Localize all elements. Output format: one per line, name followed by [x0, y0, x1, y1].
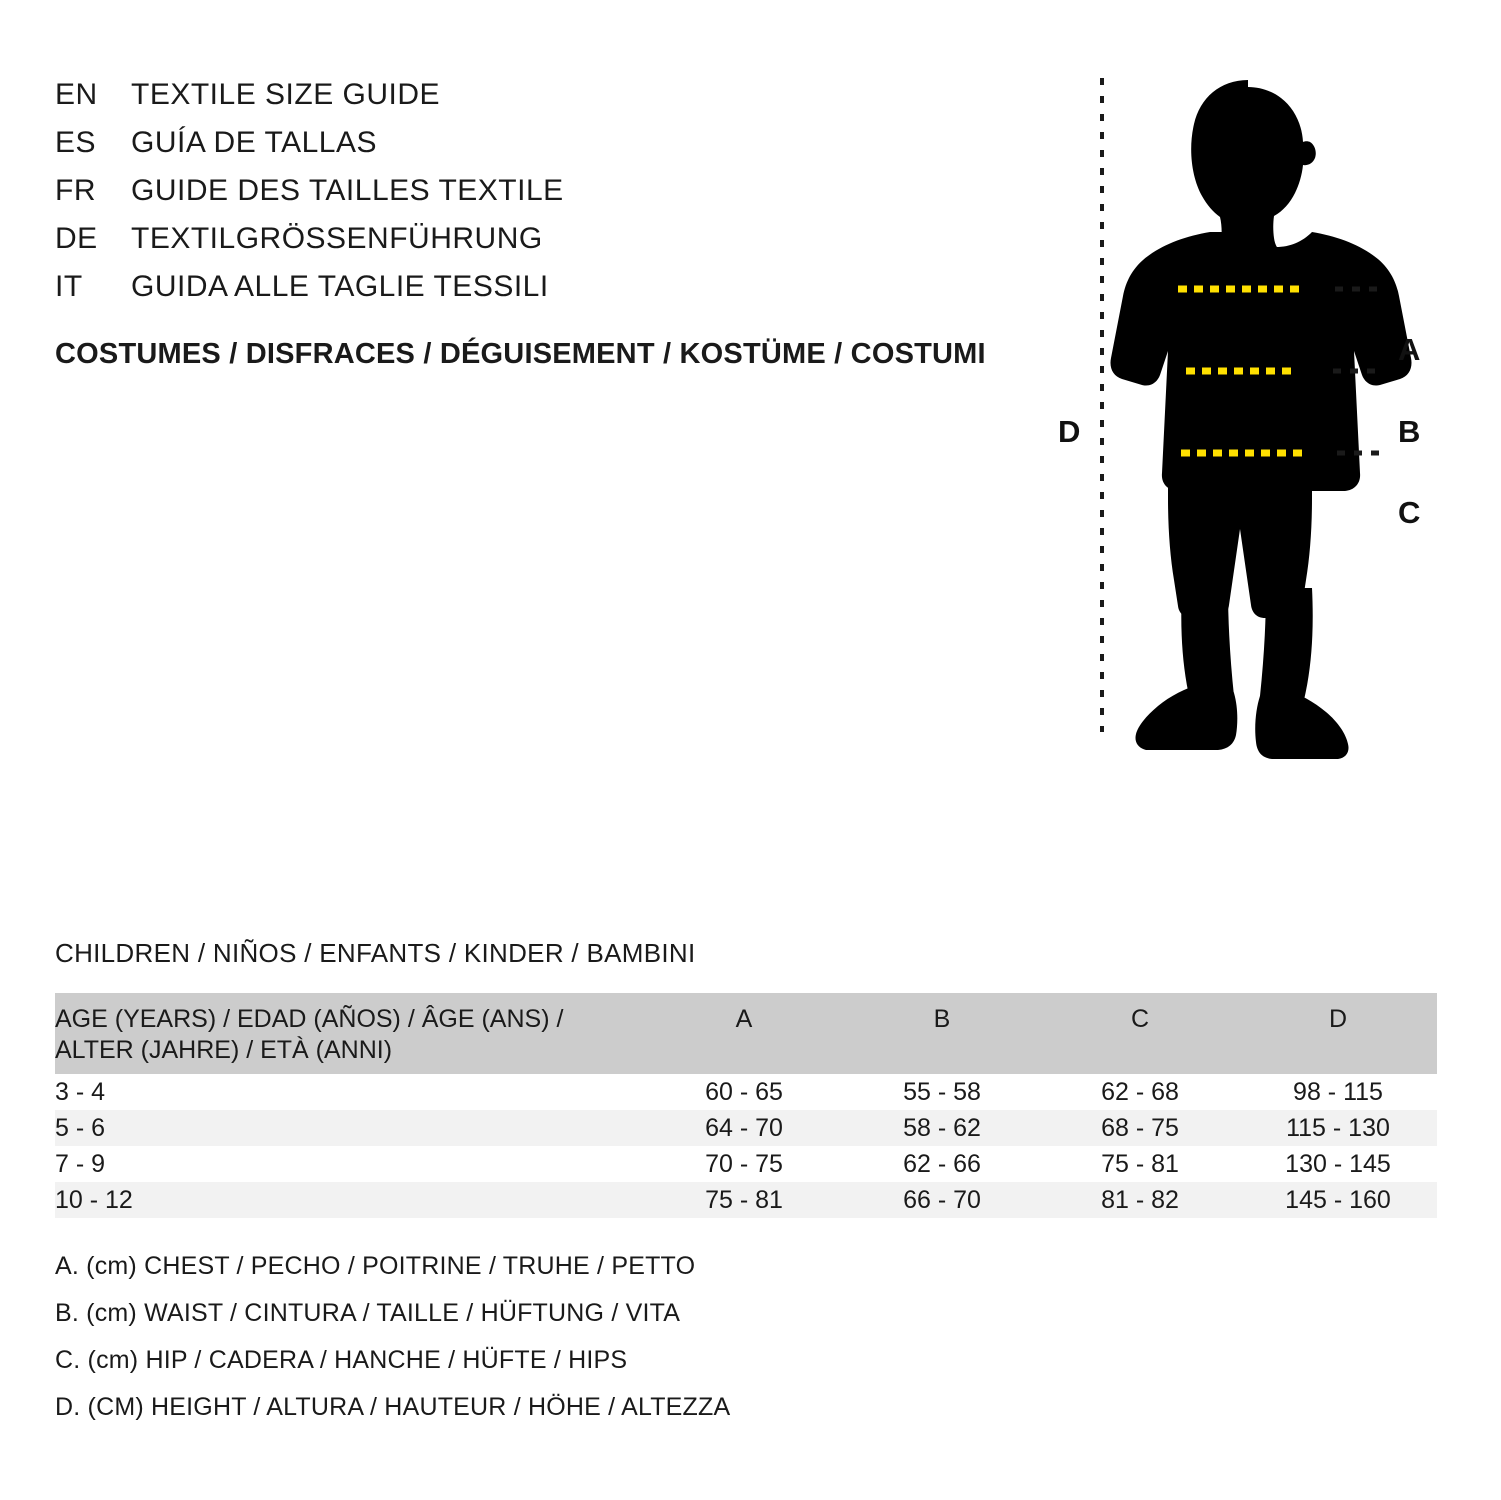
cell-height: 115 - 130 [1286, 1113, 1390, 1142]
table-row: 5 - 6 64 - 70 58 - 62 68 - 75 115 - 130 [55, 1110, 1437, 1146]
language-code-it: IT [55, 270, 83, 303]
column-header-b: B [933, 1005, 951, 1033]
measurement-label-a: A [1398, 332, 1421, 367]
cell-age: 3 - 4 [55, 1077, 106, 1106]
figure-shorts [1168, 460, 1312, 618]
figure-shoe-left [1135, 681, 1238, 750]
cell-waist: 66 - 70 [903, 1185, 981, 1214]
cell-hip: 81 - 82 [1101, 1185, 1179, 1214]
language-code-de: DE [55, 222, 98, 255]
cell-chest: 60 - 65 [705, 1077, 783, 1106]
language-text-en: TEXTILE SIZE GUIDE [131, 78, 441, 111]
language-title-block: EN TEXTILE SIZE GUIDE ES GUÍA DE TALLAS … [55, 78, 955, 318]
cell-height: 98 - 115 [1293, 1077, 1383, 1106]
table-row: 10 - 12 75 - 81 66 - 70 81 - 82 145 - 16… [55, 1182, 1437, 1218]
cell-hip: 75 - 81 [1101, 1149, 1179, 1178]
language-row-fr: FR GUIDE DES TAILLES TEXTILE [55, 174, 955, 222]
cell-age: 5 - 6 [55, 1113, 106, 1142]
language-text-de: TEXTILGRÖSSENFÜHRUNG [131, 222, 543, 255]
size-figure: A B C D [1020, 60, 1480, 760]
cell-waist: 58 - 62 [903, 1113, 981, 1142]
cell-chest: 75 - 81 [705, 1185, 783, 1214]
column-header-a: A [735, 1005, 753, 1033]
legend-item-a: A. (cm) CHEST / PECHO / POITRINE / TRUHE… [55, 1252, 696, 1280]
figure-head [1191, 80, 1316, 273]
cell-age: 10 - 12 [55, 1185, 133, 1214]
measurement-label-c: C [1398, 495, 1421, 530]
measurement-label-b: B [1398, 414, 1421, 449]
cell-hip: 68 - 75 [1101, 1113, 1179, 1142]
cell-age: 7 - 9 [55, 1149, 106, 1178]
cell-chest: 70 - 75 [705, 1149, 783, 1178]
language-code-fr: FR [55, 174, 96, 207]
legend-item-d: D. (CM) HEIGHT / ALTURA / HAUTEUR / HÖHE… [55, 1393, 731, 1421]
legend-item-c: C. (cm) HIP / CADERA / HANCHE / HÜFTE / … [55, 1346, 628, 1374]
column-header-age-line1: AGE (YEARS) / EDAD (AÑOS) / ÂGE (ANS) / [55, 1005, 564, 1033]
table-row: 7 - 9 70 - 75 62 - 66 75 - 81 130 - 145 [55, 1146, 1437, 1182]
cell-height: 130 - 145 [1285, 1149, 1391, 1178]
child-silhouette-icon [1100, 78, 1412, 759]
column-header-age-line2: ALTER (JAHRE) / ETÀ (ANNI) [55, 1035, 393, 1064]
language-row-en: EN TEXTILE SIZE GUIDE [55, 78, 955, 126]
legend-item-b: B. (cm) WAIST / CINTURA / TAILLE / HÜFTU… [55, 1299, 681, 1327]
column-header-age: AGE (YEARS) / EDAD (AÑOS) / ÂGE (ANS) / … [55, 993, 645, 1074]
column-header-c: C [1130, 1005, 1150, 1033]
language-text-fr: GUIDE DES TAILLES TEXTILE [131, 174, 564, 207]
language-code-es: ES [55, 126, 97, 159]
size-table-body: 3 - 4 60 - 65 55 - 58 62 - 68 98 - 115 5… [55, 1074, 1437, 1218]
cell-height: 145 - 160 [1285, 1185, 1391, 1214]
category-line: COSTUMES / DISFRACES / DÉGUISEMENT / KOS… [55, 338, 986, 370]
cell-waist: 62 - 66 [903, 1149, 981, 1178]
column-header-d: D [1328, 1005, 1348, 1033]
measurement-label-d: D [1058, 414, 1081, 449]
table-row: 3 - 4 60 - 65 55 - 58 62 - 68 98 - 115 [55, 1074, 1437, 1110]
language-row-de: DE TEXTILGRÖSSENFÜHRUNG [55, 222, 955, 270]
language-text-es: GUÍA DE TALLAS [131, 126, 377, 159]
language-row-es: ES GUÍA DE TALLAS [55, 126, 955, 174]
size-table-head: AGE (YEARS) / EDAD (AÑOS) / ÂGE (ANS) / … [55, 993, 1437, 1074]
measurement-legend: A. (cm) CHEST / PECHO / POITRINE / TRUHE… [55, 1252, 730, 1440]
language-row-it: IT GUIDA ALLE TAGLIE TESSILI [55, 270, 955, 318]
table-section-title: CHILDREN / NIÑOS / ENFANTS / KINDER / BA… [55, 938, 696, 968]
language-code-en: EN [55, 78, 98, 111]
cell-hip: 62 - 68 [1101, 1077, 1179, 1106]
figure-shoe-right [1255, 688, 1349, 759]
size-table: AGE (YEARS) / EDAD (AÑOS) / ÂGE (ANS) / … [55, 993, 1437, 1218]
cell-chest: 64 - 70 [705, 1113, 783, 1142]
cell-waist: 55 - 58 [903, 1077, 981, 1106]
size-table-header-row: AGE (YEARS) / EDAD (AÑOS) / ÂGE (ANS) / … [55, 993, 1437, 1074]
figure-shirt [1110, 232, 1412, 491]
language-text-it: GUIDA ALLE TAGLIE TESSILI [131, 270, 549, 303]
